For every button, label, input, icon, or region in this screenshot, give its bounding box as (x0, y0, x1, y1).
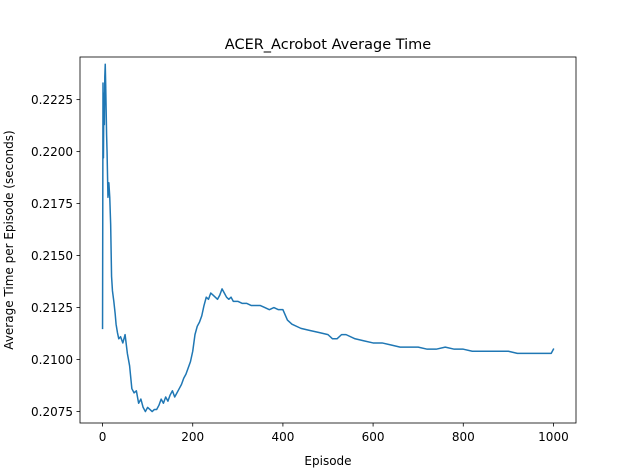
x-tick-label: 1000 (538, 430, 569, 444)
y-tick-label: 0.2150 (31, 249, 73, 263)
x-tick-label: 0 (99, 430, 107, 444)
y-tick-label: 0.2200 (31, 145, 73, 159)
x-axis-label: Episode (304, 454, 351, 468)
plot-area: 0 200 400 600 800 1000 0.2075 0.2100 0.2125 0.215… (31, 56, 577, 444)
x-tick-label: 800 (452, 430, 475, 444)
y-tick-label: 0.2225 (31, 93, 73, 107)
y-tick-label: 0.2100 (31, 353, 73, 367)
y-tick-label: 0.2075 (31, 405, 73, 419)
x-tick-label: 400 (271, 430, 294, 444)
x-tick-label: 200 (181, 430, 204, 444)
y-axis-label: Average Time per Episode (seconds) (2, 130, 16, 349)
chart-title: ACER_Acrobot Average Time (225, 37, 432, 53)
y-tick-label: 0.2175 (31, 197, 73, 211)
plot-frame (79, 56, 577, 424)
series-line-0 (101, 63, 555, 413)
x-tick-label: 600 (362, 430, 385, 444)
y-tick-label: 0.2125 (31, 301, 73, 315)
